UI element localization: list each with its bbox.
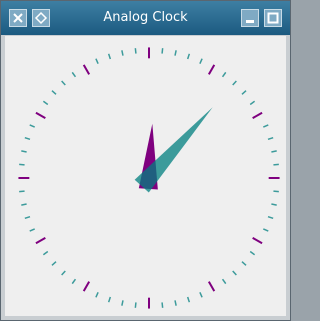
minute-tick (30, 125, 35, 127)
minute-tick (122, 50, 123, 55)
minute-tick (109, 297, 111, 302)
hour-tick (253, 113, 262, 118)
minute-tick (273, 164, 278, 165)
minute-tick (96, 59, 98, 64)
minute-tick (250, 101, 254, 104)
minute-tick (62, 81, 66, 85)
hour-tick (209, 65, 214, 74)
minute-tick (43, 252, 47, 255)
minute-tick (19, 191, 24, 192)
hour-tick (84, 65, 89, 74)
minute-tick (200, 59, 202, 64)
minute-tick (52, 262, 56, 266)
minute-tick (72, 72, 75, 76)
hour-tick (36, 238, 45, 243)
minimize-button[interactable] (241, 9, 259, 27)
minute-tick (135, 48, 136, 53)
minute-tick (233, 81, 237, 85)
minute-tick (162, 48, 163, 53)
minute-tick (273, 191, 278, 192)
minute-tick (25, 217, 30, 219)
minute-tick (268, 138, 273, 140)
minute-tick (52, 91, 56, 95)
minute-tick (223, 72, 226, 76)
minute-tick (21, 151, 26, 152)
minute-tick (233, 271, 237, 275)
minute-tick (175, 50, 176, 55)
minute-tick (200, 292, 202, 297)
clock-area (5, 36, 286, 316)
minute-tick (122, 300, 123, 305)
minute-tick (62, 271, 66, 275)
pin-button[interactable] (32, 9, 50, 27)
close-button[interactable] (9, 9, 27, 27)
minute-tick (175, 300, 176, 305)
clock-face (5, 36, 286, 316)
minute-tick (135, 302, 136, 307)
minute-tick (188, 297, 190, 302)
minute-tick (72, 279, 75, 283)
minute-tick (263, 229, 268, 231)
hour-tick (253, 238, 262, 243)
window-title: Analog Clock (61, 10, 230, 25)
title-bar: Analog Clock (1, 1, 290, 35)
minute-tick (21, 204, 26, 205)
minute-tick (19, 164, 24, 165)
minute-tick (30, 229, 35, 231)
minute-tick (25, 138, 30, 140)
minute-tick (268, 217, 273, 219)
hour-tick (36, 113, 45, 118)
minute-tick (188, 54, 190, 59)
minute-tick (271, 204, 276, 205)
minute-hand (135, 107, 213, 192)
minute-tick (96, 292, 98, 297)
minute-tick (43, 101, 47, 104)
window: Analog Clock (0, 0, 291, 321)
minute-tick (250, 252, 254, 255)
minute-tick (242, 91, 246, 95)
minute-tick (162, 302, 163, 307)
close-icon (10, 10, 26, 26)
minute-tick (223, 279, 226, 283)
hour-tick (84, 282, 89, 291)
minute-tick (271, 151, 276, 152)
maximize-button[interactable] (264, 9, 282, 27)
hour-tick (209, 282, 214, 291)
pin-icon (33, 10, 49, 26)
minute-tick (109, 54, 111, 59)
minute-tick (242, 262, 246, 266)
minute-tick (263, 125, 268, 127)
minimize-icon (242, 10, 258, 26)
maximize-icon (265, 10, 281, 26)
